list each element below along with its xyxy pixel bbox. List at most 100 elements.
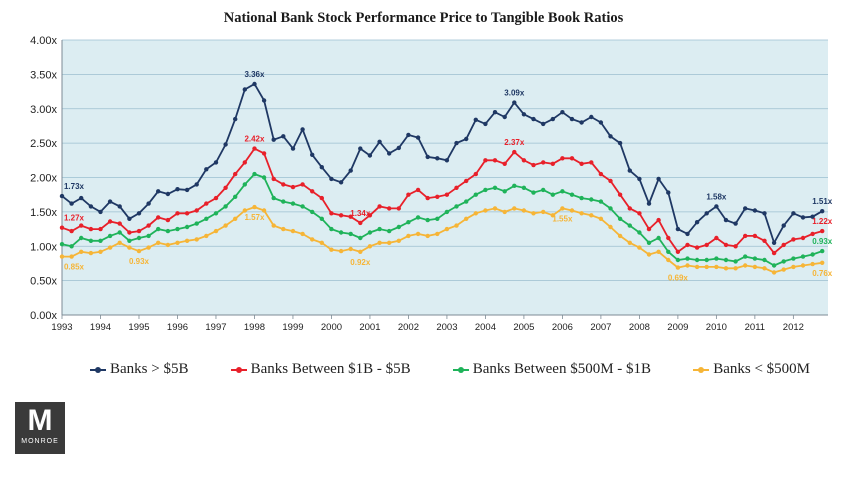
data-point <box>454 185 459 190</box>
data-point <box>69 254 74 259</box>
x-tick-label: 1995 <box>128 322 149 333</box>
legend-item-banks-over-5b[interactable]: Banks > $5B <box>90 361 188 378</box>
data-point <box>396 238 401 243</box>
legend-item-banks-500m-1b[interactable]: Banks Between $500M - $1B <box>452 361 652 378</box>
data-point <box>233 216 238 221</box>
data-point <box>310 189 315 194</box>
data-point <box>300 231 305 237</box>
x-tick-label: 2009 <box>667 322 688 333</box>
data-point <box>377 139 382 144</box>
data-labels: 1.73x 3.36x 3.09x 1.58x 1.51x 1.27x 2.42x 1.34x… <box>64 70 833 283</box>
data-point <box>387 206 392 211</box>
legend-item-banks-under-500m[interactable]: Banks < $500M <box>693 361 810 378</box>
legend-item-banks-1b-5b[interactable]: Banks Between $1B - $5B <box>230 361 411 378</box>
data-point <box>252 171 257 177</box>
data-point <box>281 182 286 187</box>
data-point <box>319 216 324 221</box>
data-point <box>358 146 363 151</box>
data-point <box>646 240 652 245</box>
data-point <box>261 175 267 180</box>
data-point <box>791 211 796 216</box>
data-point <box>589 160 594 165</box>
data-point <box>329 247 334 252</box>
data-point <box>637 211 642 216</box>
legend-swatch-banks-over-5b <box>90 365 106 375</box>
data-point <box>98 238 103 243</box>
data-point <box>204 201 209 206</box>
data-label: 1.73x <box>64 182 85 191</box>
data-point <box>127 238 132 243</box>
data-point <box>213 228 219 234</box>
data-point <box>252 204 257 210</box>
data-point <box>396 224 401 230</box>
data-point <box>550 161 555 166</box>
data-point <box>252 81 257 87</box>
series-3 <box>59 171 825 268</box>
data-point <box>310 209 315 215</box>
data-point <box>184 187 190 193</box>
x-tick-label: 2000 <box>321 322 342 333</box>
data-point <box>107 219 113 224</box>
data-point <box>348 214 353 219</box>
data-point <box>473 192 478 197</box>
data-point <box>146 223 151 228</box>
data-point <box>281 199 286 204</box>
data-point <box>425 217 430 223</box>
data-point <box>117 240 122 245</box>
data-point <box>531 190 536 195</box>
data-point <box>444 158 450 163</box>
data-point <box>435 216 440 221</box>
y-tick-label: 3.00x <box>30 104 57 116</box>
y-tick-label: 4.00x <box>30 35 57 47</box>
data-point <box>762 257 767 263</box>
x-tick-label: 2007 <box>590 322 611 333</box>
data-point <box>127 245 132 250</box>
data-point <box>685 231 690 237</box>
series-4 <box>59 204 825 275</box>
data-point <box>521 158 527 163</box>
data-point <box>569 192 575 197</box>
legend-label: Banks Between $500M - $1B <box>472 361 652 377</box>
data-point <box>781 259 786 264</box>
data-point <box>502 209 507 215</box>
data-point <box>146 233 151 239</box>
data-point <box>88 238 94 243</box>
data-label: 3.09x <box>504 89 525 98</box>
data-point <box>771 263 777 268</box>
data-point <box>127 216 132 221</box>
data-point <box>396 145 401 151</box>
data-point <box>271 195 276 201</box>
data-point <box>473 117 478 123</box>
data-point <box>136 228 142 234</box>
data-point <box>704 242 709 248</box>
data-point <box>425 233 430 239</box>
data-point <box>541 160 546 165</box>
data-point <box>560 189 565 194</box>
y-tick-label: 1.50x <box>30 207 57 219</box>
data-point <box>329 226 334 232</box>
data-point <box>627 206 632 211</box>
data-point <box>406 132 411 138</box>
data-point <box>589 197 594 202</box>
data-point <box>175 226 180 232</box>
data-label: 1.51x <box>812 197 833 206</box>
data-point <box>165 191 171 197</box>
data-point <box>290 228 296 234</box>
data-point <box>569 116 575 122</box>
data-point <box>762 238 767 243</box>
data-point <box>261 208 267 213</box>
data-point <box>59 225 65 230</box>
data-point <box>771 250 777 256</box>
data-point <box>329 211 334 216</box>
data-point <box>310 237 315 242</box>
data-point <box>194 208 199 213</box>
y-tick-label: 1.00x <box>30 241 57 253</box>
data-point <box>483 158 488 163</box>
x-tick-label: 2008 <box>629 322 650 333</box>
series-2 <box>59 146 825 256</box>
data-point <box>743 254 748 259</box>
data-point <box>242 87 247 92</box>
data-point <box>300 127 305 132</box>
data-point <box>723 217 729 223</box>
data-point <box>98 226 103 232</box>
